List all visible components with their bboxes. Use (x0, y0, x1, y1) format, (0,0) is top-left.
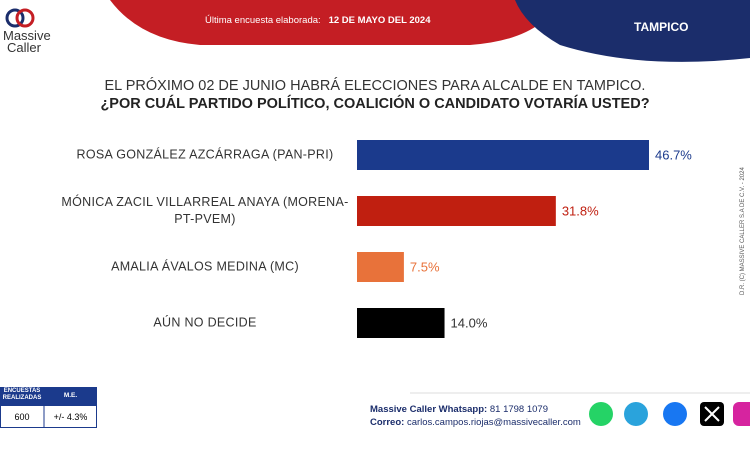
footer-whatsapp: Massive Caller Whatsapp: 81 1798 1079 (370, 404, 548, 415)
survey-label: Última encuesta elaborada: (205, 15, 321, 26)
bar (357, 196, 556, 226)
table-cell: +/- 4.3% (53, 412, 88, 422)
logo-text: Massive Caller (3, 28, 51, 55)
chart-subtitle: ¿POR CUÁL PARTIDO POLÍTICO, COALICIÓN O … (100, 96, 650, 112)
bar (357, 140, 649, 170)
logo-ring (5, 8, 25, 28)
table-header-bg (0, 387, 97, 405)
facebook-icon[interactable] (663, 402, 687, 426)
table-header: ENCUESTAS REALIZADAS (2, 388, 42, 401)
category-label: ROSA GONZÁLEZ AZCÁRRAGA (PAN-PRI) (76, 147, 334, 162)
value-label: 46.7% (655, 147, 692, 163)
logo-line: Massive (3, 28, 51, 43)
footer-value: 81 1798 1079 (489, 404, 548, 415)
whatsapp-icon[interactable] (589, 402, 613, 426)
category-label: AÚN NO DECIDE (153, 315, 257, 330)
table-body (0, 405, 97, 428)
instagram-icon[interactable] (733, 402, 750, 426)
survey-info: Última encuesta elaborada: 12 DE MAYO DE… (205, 15, 431, 26)
value-label: 14.0% (450, 315, 488, 331)
chart-title: EL PRÓXIMO 02 DE JUNIO HABRÁ ELECCIONES … (104, 78, 646, 94)
footer-email: Correo: carlos.campos.riojas@massivecall… (370, 417, 581, 428)
footer-value: carlos.campos.riojas@massivecaller.com (406, 417, 581, 428)
bar (357, 308, 445, 338)
category-label: MÓNICA ZACIL VILLARREAL ANAYA (MORENA-PT… (61, 195, 349, 226)
x-glyph (704, 406, 720, 422)
table-header: M.E. (63, 392, 78, 399)
footer-label: Correo: (370, 417, 405, 428)
table-cell: 600 (14, 412, 30, 422)
header-city-shape (515, 0, 750, 62)
header-swoosh (110, 0, 560, 45)
category-label: AMALIA ÁVALOS MEDINA (MC) (111, 259, 299, 274)
telegram-icon[interactable] (624, 402, 648, 426)
survey-date: 12 DE MAYO DEL 2024 (328, 15, 431, 26)
value-label: 31.8% (561, 203, 599, 219)
city: TAMPICO (634, 20, 689, 34)
logo-line: Caller (7, 40, 41, 55)
footer-label: Massive Caller Whatsapp: (370, 404, 488, 415)
logo-ring (15, 8, 35, 28)
value-label: 7.5% (409, 259, 440, 275)
bar (357, 252, 404, 282)
